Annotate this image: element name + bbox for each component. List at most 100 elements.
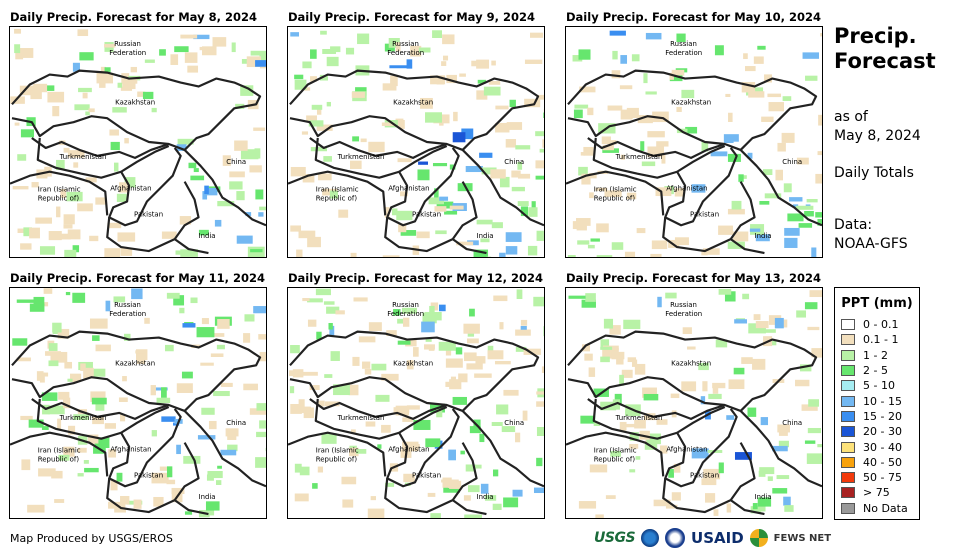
precip-cell [227,444,238,452]
precip-cell [345,47,355,55]
precip-cell [487,350,504,360]
precip-cell [701,141,709,152]
precip-cell [124,177,136,188]
precip-cell [637,115,653,124]
precip-cell [47,91,65,103]
precip-cell [524,59,543,64]
country-border [10,170,109,216]
legend-item: 10 - 15 [835,393,919,408]
precip-cell [403,317,410,327]
precip-cell [516,289,523,300]
country-label: Russian [670,301,697,309]
precip-cell [434,206,447,212]
precip-cell [402,441,419,452]
precip-cell [180,34,198,39]
precip-cell [659,445,668,454]
precip-cell [718,288,732,295]
precip-cell [174,46,189,53]
precip-cell [714,45,724,56]
precip-cell [341,476,357,485]
legend-label: 40 - 50 [863,455,902,469]
precip-cell [647,131,665,138]
legend-swatch [841,472,855,484]
precip-cell [317,466,324,473]
precip-cell [328,322,333,330]
precip-cell [436,80,444,85]
country-label: Russian [392,40,419,48]
precip-cell [583,146,594,156]
precip-cell [636,228,646,234]
precip-cell [758,470,766,477]
country-label: Kazakhstan [115,359,155,367]
precip-cell [802,52,820,59]
precip-cell [674,188,685,197]
precip-cell [512,489,523,497]
precip-cell [48,405,65,415]
precip-cell [484,495,497,501]
precip-cell [718,225,733,235]
precip-cell [476,90,488,100]
precip-cell [39,372,45,383]
precip-cell [527,245,538,256]
precip-cell [206,474,214,481]
precip-cell [747,407,757,417]
country-label: Pakistan [134,210,163,218]
precip-cell [651,240,668,250]
legend-label: > 75 [863,486,890,500]
precip-cell [50,351,68,363]
precip-cell [750,506,762,514]
precip-cell [89,318,108,329]
precip-cell [796,157,809,165]
precip-cell [487,345,494,355]
precip-cell [442,55,449,61]
precip-cell [381,122,395,126]
legend-label: 2 - 5 [863,364,888,378]
precip-cell [122,376,127,382]
precip-cell [73,162,79,168]
country-border [461,410,544,488]
precip-cell [10,96,25,104]
legend-swatch [841,502,855,514]
precip-cell [294,493,309,502]
precip-cell [20,129,35,138]
precip-cell [202,191,208,200]
precip-cell [216,344,225,350]
precip-cell [784,505,794,512]
precip-cell [324,401,340,407]
precip-cell [256,431,266,438]
precip-cell [173,422,180,426]
precip-cell [41,392,58,401]
country-border [288,431,387,477]
precip-cell [446,74,457,84]
precip-cell [752,358,766,370]
precip-cell [66,191,83,202]
precip-cell [456,241,474,246]
country-border [592,137,678,179]
precip-cell [465,165,483,173]
country-label: Afghanistan [110,185,151,193]
precip-cell [496,404,509,415]
precip-cell [772,445,788,452]
precip-cell [246,56,262,68]
precip-cell [77,447,87,453]
precip-cell [600,346,613,350]
precip-cell [222,155,231,166]
precip-cell [250,249,263,253]
precip-cell [16,299,35,303]
precip-cell [56,159,65,171]
precip-cell [691,448,709,459]
country-border [676,144,726,173]
precip-cell [748,91,765,98]
precip-cell [491,422,503,426]
data-source-text: Data: NOAA-GFS [834,216,908,254]
precip-cell [117,82,123,88]
country-border [183,410,266,488]
precip-cell [517,201,529,207]
precip-cell [611,351,625,360]
precip-cell [602,148,619,153]
precip-cell [150,385,156,396]
precip-cell [609,325,621,335]
panel-title-4: Daily Precip. Forecast for May 11, 2024 [10,271,265,285]
precip-cell [745,66,756,72]
country-border [739,410,822,488]
